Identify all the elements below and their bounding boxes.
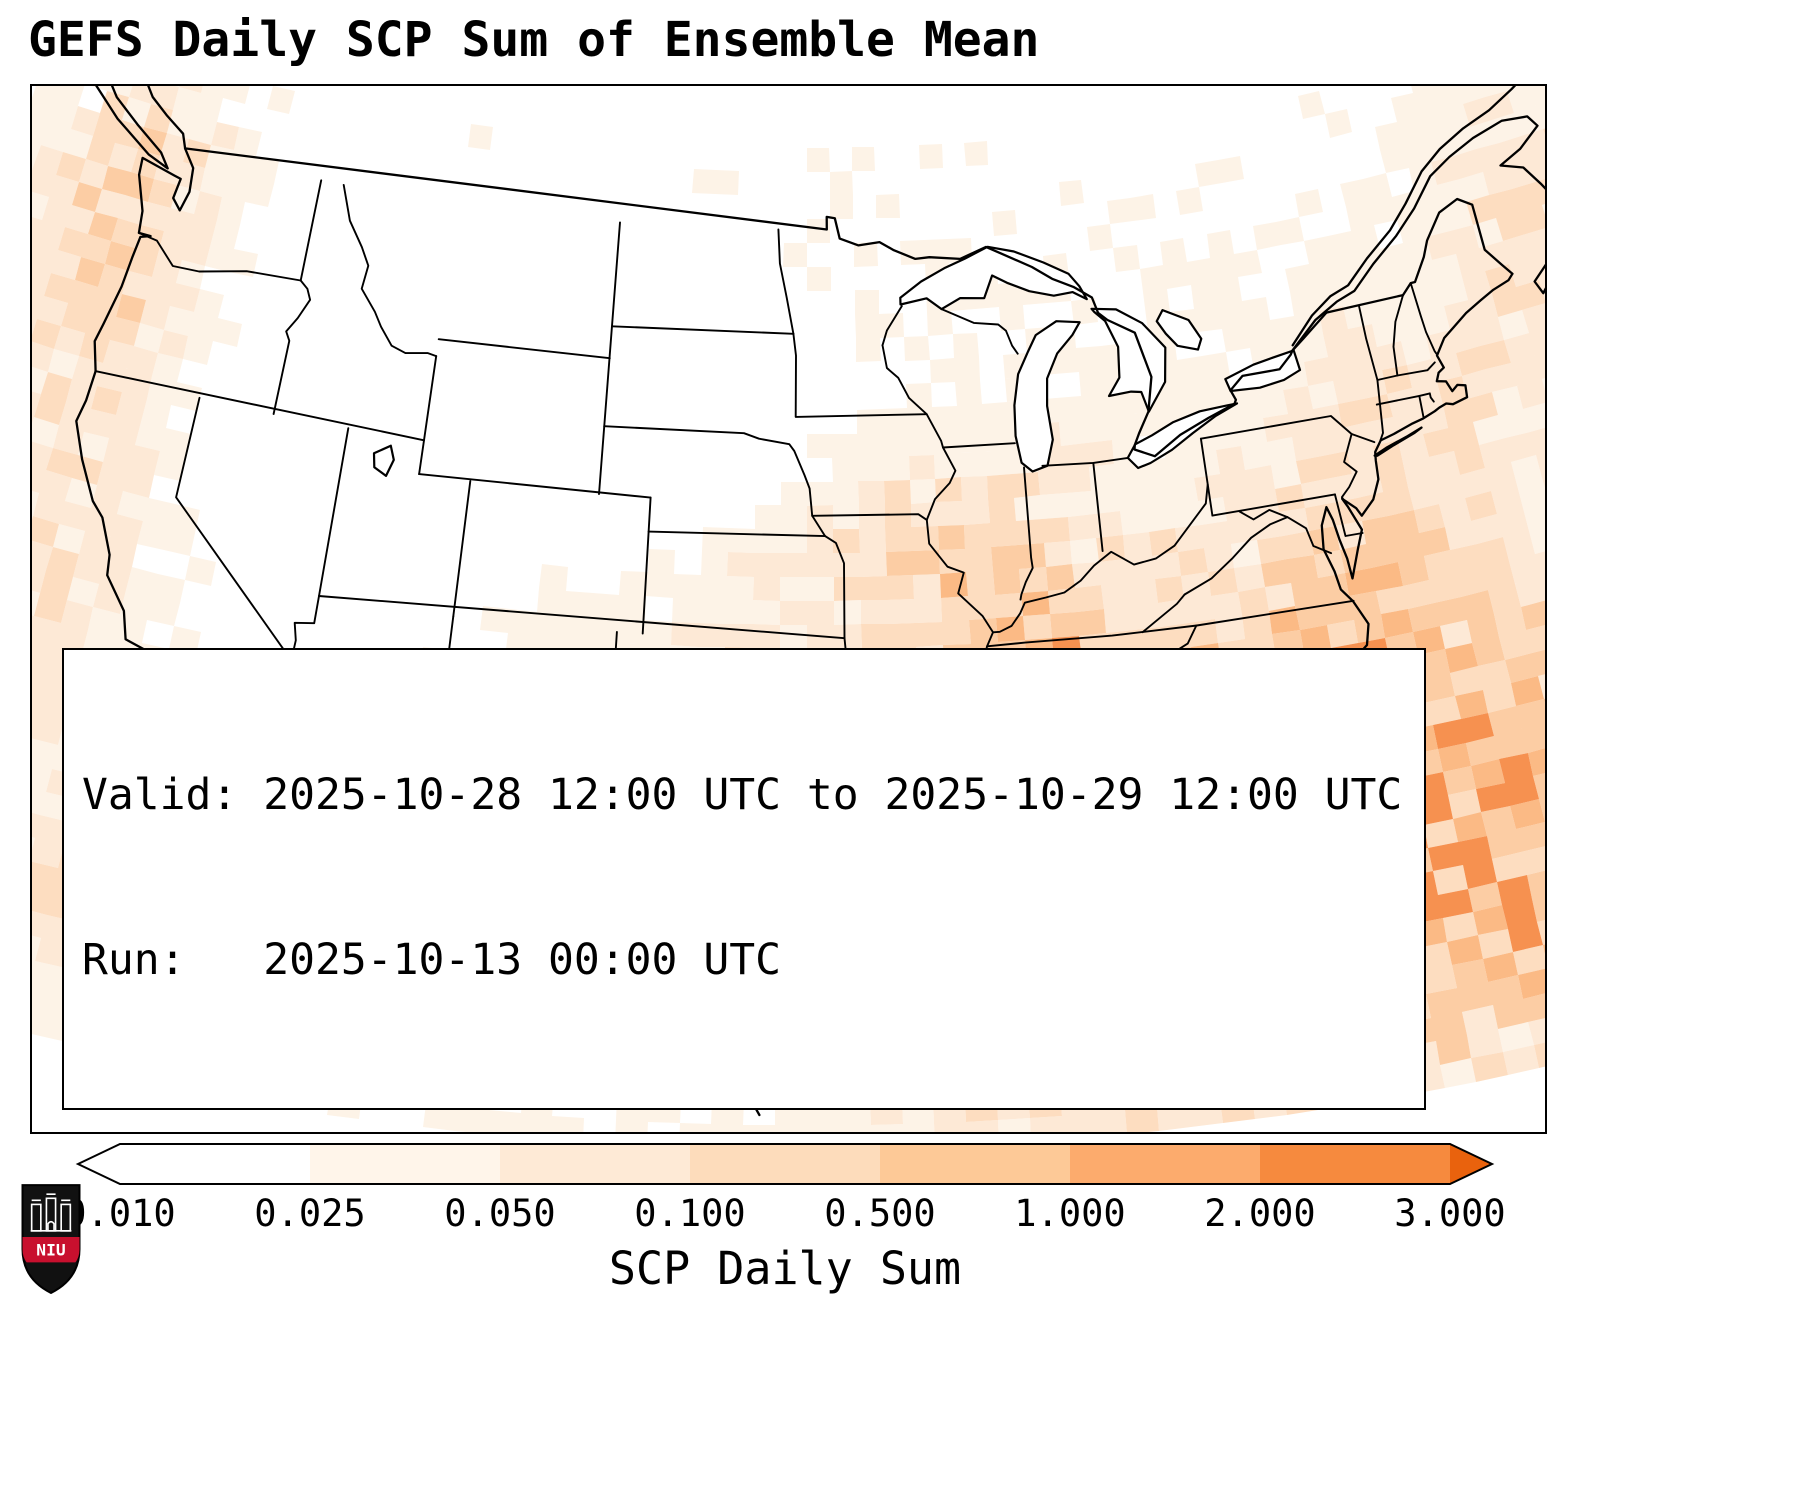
colorbar-tick-label: 0.010 — [64, 1192, 176, 1235]
colorbar-segment — [1070, 1144, 1260, 1184]
lakes-layer — [372, 245, 1302, 477]
colorbar-tick-label: 1.000 — [1014, 1192, 1126, 1235]
colorbar-segment — [120, 1144, 310, 1184]
niu-band — [22, 1236, 80, 1263]
castle-icon — [30, 1193, 72, 1232]
colorbar-segment — [880, 1144, 1070, 1184]
colorbar-tick-label: 0.100 — [634, 1192, 746, 1235]
colorbar-tick-label: 3.000 — [1394, 1192, 1506, 1235]
valid-run-infobox: Valid: 2025-10-28 12:00 UTC to 2025-10-2… — [62, 647, 1427, 1110]
figure-title: GEFS Daily SCP Sum of Ensemble Mean — [28, 12, 1040, 68]
colorbar-under-arrow — [78, 1144, 120, 1184]
map-canvas: Valid: 2025-10-28 12:00 UTC to 2025-10-2… — [30, 84, 1547, 1134]
colorbar-tick-row: 0.010 0.025 0.050 0.100 0.500 1.000 2.000 3.000 — [64, 1192, 1505, 1238]
colorbar-segment — [310, 1144, 500, 1184]
run-line: Run: 2025-10-13 00:00 UTC — [82, 934, 781, 985]
niu-text: NIU — [36, 1240, 65, 1259]
colorbar-label: SCP Daily Sum — [608, 1242, 962, 1295]
colorbar-over-arrow — [1450, 1144, 1492, 1184]
colorbar-tick-label: 0.050 — [444, 1192, 556, 1235]
colorbar-outline — [75, 1143, 1495, 1185]
colorbar-segment — [1260, 1144, 1450, 1184]
colorbar-tick-label: 0.025 — [254, 1192, 366, 1235]
niu-logo: NIU — [21, 1184, 81, 1295]
colorbar-tick-label: 0.500 — [824, 1192, 936, 1235]
valid-line: Valid: 2025-10-28 12:00 UTC to 2025-10-2… — [82, 769, 1403, 820]
colorbar-segment — [500, 1144, 690, 1184]
colorbar-tick-label: 2.000 — [1204, 1192, 1316, 1235]
colorbar — [75, 1143, 1495, 1185]
colorbar-segment — [690, 1144, 880, 1184]
